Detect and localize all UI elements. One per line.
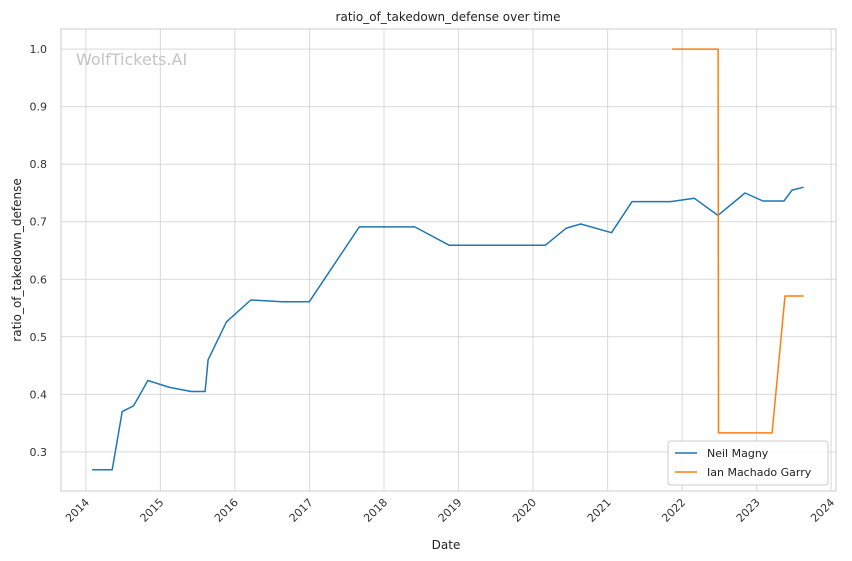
y-tick-label-0.7: 0.7 xyxy=(30,216,48,229)
series-line-neil-magny xyxy=(92,186,804,471)
y-axis-title: ratio_of_takedown_defense xyxy=(10,178,24,341)
y-tick-label-0.6: 0.6 xyxy=(30,273,48,286)
legend: Neil Magny Ian Machado Garry xyxy=(667,440,829,486)
y-tick-label-1.0: 1.0 xyxy=(30,43,48,56)
chart-title: ratio_of_takedown_defense over time xyxy=(336,10,561,24)
x-axis-title: Date xyxy=(432,538,461,552)
legend-label-ian-machado-garry: Ian Machado Garry xyxy=(707,466,812,479)
y-tick-label-0.8: 0.8 xyxy=(30,158,48,171)
y-tick-label-0.9: 0.9 xyxy=(30,101,48,114)
y-tick-label-0.3: 0.3 xyxy=(30,446,48,459)
watermark: WolfTickets.AI xyxy=(76,50,187,69)
y-axis-ticks: 0.3 0.4 0.5 0.6 0.7 0.8 0.9 1.0 xyxy=(30,43,48,459)
series-lines xyxy=(92,48,804,471)
y-tick-label-0.4: 0.4 xyxy=(30,388,48,401)
legend-box xyxy=(667,440,829,486)
y-tick-label-0.5: 0.5 xyxy=(30,331,48,344)
plot-area-frame xyxy=(60,28,837,492)
legend-label-neil-magny: Neil Magny xyxy=(707,447,769,460)
series-line-ian-machado-garry xyxy=(672,48,804,434)
